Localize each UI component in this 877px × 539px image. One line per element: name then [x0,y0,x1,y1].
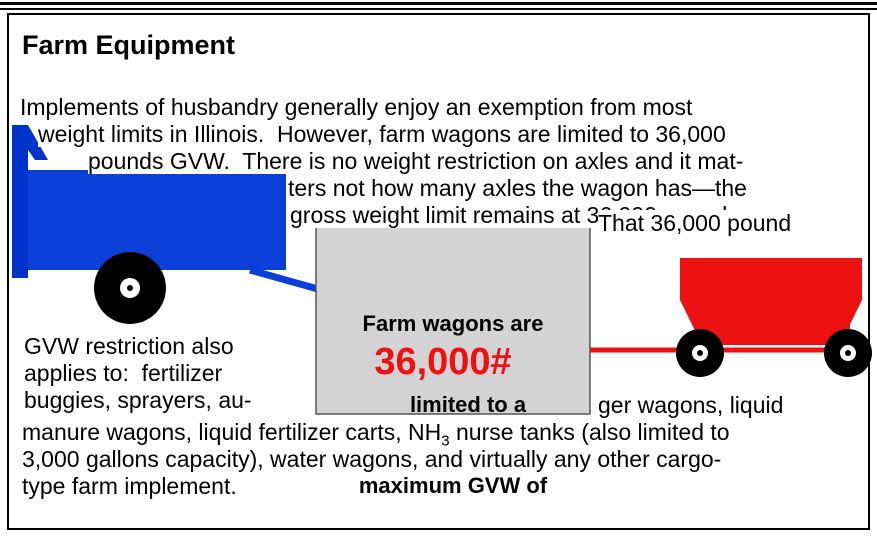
callout-text: Farm wagons are limited to a maximum GVW… [316,256,590,526]
body-line: buggies, sprayers, au- [24,387,252,413]
page: Farm Equipment Implements of husbandry g… [0,0,877,539]
callout-figure: 36,000# [316,340,590,384]
body-line: That 36,000 pound [598,210,791,236]
callout-line: Farm wagons are [316,310,590,337]
callout-line: maximum GVW of [316,472,590,499]
body-line: weight limits in Illinois. However, farm… [38,121,726,147]
body-line: pounds GVW. There is no weight restricti… [88,148,743,174]
body-line: Implements of husbandry generally enjoy … [20,94,692,120]
body-line: GVW restriction also [24,333,234,359]
callout-line: limited to a [316,391,590,418]
body-line: ger wagons, liquid [598,392,783,418]
body-line: type farm implement. [22,473,237,499]
body-line: ters not how many axles the wagon has—th… [288,175,747,201]
heading: Farm Equipment [22,30,235,61]
body-line: applies to: fertilizer [24,360,222,386]
